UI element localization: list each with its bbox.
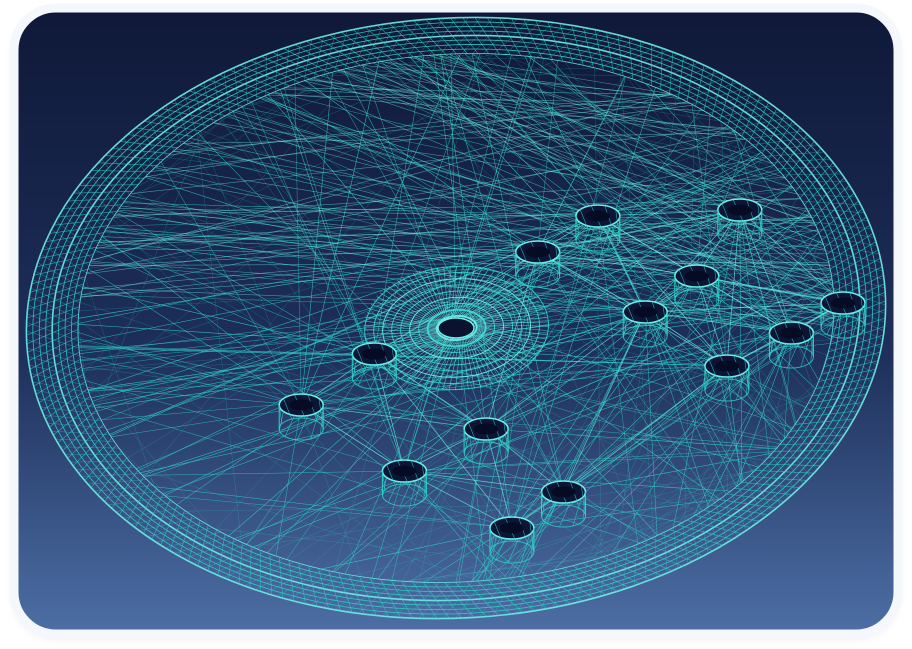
cylinder-hole-icon [704,354,750,402]
cylinder-hole-icon [820,291,866,339]
cylinder-hole-icon [463,417,509,465]
wire-mesh [25,16,887,620]
cylinder-hole-icon [278,393,325,441]
cylinder-hole-icon [622,300,669,348]
cylinder-hole-icon [768,321,815,369]
cylinder-hole-icon [489,516,535,564]
cylinder-hole-icon [381,459,428,507]
center-hub-icon [435,315,478,341]
cylinder-hole-icon [514,240,561,288]
cylinder-hole-icon [575,204,621,252]
cylinder-hole-icon [540,480,587,528]
cylinder-hole-icon [716,198,763,246]
cylinder-hole-icon [673,264,720,312]
panel-border [9,3,903,639]
cylinder-hole-icon [351,342,398,390]
